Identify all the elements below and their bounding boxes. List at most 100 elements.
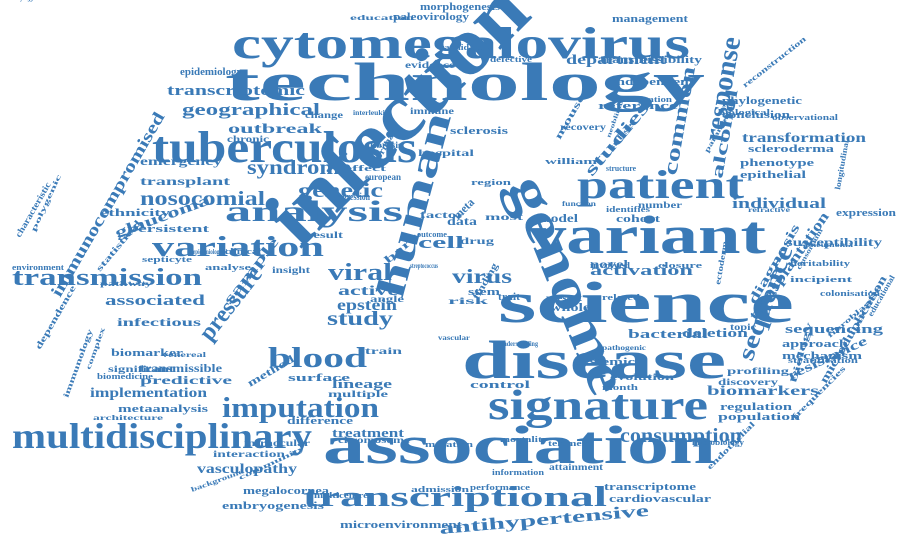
word-analyse: analyse — [205, 263, 252, 272]
word-heritability: heritability — [790, 259, 850, 268]
word-fibrosis: fibrosis — [370, 140, 403, 150]
word-sequencing: sequencing — [785, 321, 884, 336]
word-month: month — [602, 383, 639, 392]
word-attainment: attainment — [549, 462, 603, 472]
word-transmission: transmission — [12, 265, 202, 291]
word-microbiology: microbiology — [692, 438, 744, 447]
word-environment: environment — [12, 263, 64, 272]
word-patient: patient — [577, 162, 745, 207]
word-department: department — [566, 53, 666, 68]
word-outbreak: outbreak — [228, 122, 322, 137]
word-epidemiological: epidemiological — [193, 248, 227, 256]
word-information: information — [492, 468, 545, 477]
word-william: william — [545, 157, 598, 166]
word-identifies: identifies — [606, 205, 650, 214]
word-infectious: infectious — [117, 315, 202, 329]
word-surface: surface — [288, 373, 351, 384]
word-management: management — [612, 14, 689, 25]
word-epithelial: epithelial — [740, 169, 806, 181]
word-phylogenetic: phylogenetic — [722, 96, 803, 107]
word-transmissibility: transmissibility — [600, 55, 702, 66]
word-independent: independent — [612, 76, 694, 88]
word-biomedicine: biomedicine — [97, 372, 154, 381]
word-colonisation: colonisation — [820, 289, 881, 298]
word-most: most — [485, 212, 523, 222]
word-factor: factor — [420, 210, 464, 220]
word-consumption: consumption — [620, 425, 742, 447]
word-data: data — [447, 214, 477, 228]
word-underlying: underlying — [0, 0, 33, 2]
word-drug: drug — [460, 236, 495, 246]
word-activation: activation — [590, 263, 694, 279]
word-chromosome: chromosome — [338, 435, 410, 445]
word-population: population — [718, 411, 800, 423]
word-treatment: treatment — [332, 425, 405, 440]
word-risk: risk — [448, 296, 488, 306]
word-science: science — [498, 270, 794, 335]
word-evidence: evidence — [405, 60, 455, 70]
word-understanding: understanding — [500, 340, 538, 348]
word-related: related — [602, 293, 641, 302]
word-pneumonia: pneumonia — [805, 241, 854, 249]
word-topic: topic — [730, 322, 756, 332]
word-predictive: predictive — [140, 373, 233, 387]
word-study: study — [327, 308, 393, 330]
word-mutation: mutation — [425, 440, 474, 449]
word-migration: migration — [626, 95, 673, 104]
word-metaanalysis: metaanalysis — [118, 403, 209, 415]
word-strain: strain — [358, 346, 402, 356]
word-imputation: imputation — [222, 393, 380, 424]
word-structure: structure — [606, 164, 636, 173]
word-streptococcus: streptococcus — [410, 262, 438, 270]
word-morphogenesis: morphogenesis — [420, 2, 500, 13]
word-genetic: genetic — [298, 180, 383, 202]
word-defective: defective — [490, 55, 533, 64]
word-persistent: persistent — [127, 223, 210, 235]
word-number: number — [638, 200, 682, 210]
word-mortality: mortality — [500, 435, 548, 444]
word-sclerosis: sclerosis — [450, 126, 508, 137]
word-recovery: recovery — [560, 122, 607, 132]
word-stem: stem — [468, 286, 500, 298]
word-technology: technology — [225, 52, 705, 112]
word-cohort: cohort — [616, 213, 660, 225]
word-susceptibility: susceptibility — [786, 235, 882, 249]
word-cardiovascular: cardiovascular — [609, 494, 712, 505]
word-profiling: profiling — [727, 366, 790, 376]
word-epidemiology: epidemiology — [180, 67, 242, 78]
word-variability: variability — [0, 0, 32, 2]
word-evolution: evolution — [610, 372, 674, 382]
word-angle: angle — [370, 294, 404, 304]
word-variant: variant — [528, 205, 766, 265]
word-septicyte: septicyte — [142, 255, 193, 264]
word-biological: biological — [718, 108, 771, 117]
word-novel: novel — [590, 257, 629, 271]
word-chronic: chronic — [227, 134, 269, 144]
word-syndrome: syndrome — [247, 157, 351, 179]
word-analysis: analysis — [225, 195, 403, 228]
word-disease: disease — [462, 330, 726, 390]
word-discovery: discovery — [718, 377, 779, 387]
word-deletion: deletion — [682, 325, 749, 340]
word-incipient: incipient — [790, 275, 853, 284]
word-individual: individual — [732, 196, 826, 212]
word-reference: reference — [598, 101, 679, 112]
word-model: model — [538, 211, 579, 225]
word-conclusion: conclusion — [722, 110, 791, 121]
word-mechanism: mechanism — [782, 350, 862, 362]
word-control: control — [470, 380, 530, 391]
word-multiple: multiple — [328, 389, 388, 399]
word-scleroderma: scleroderma — [748, 143, 835, 155]
word-regulation: regulation — [720, 401, 792, 413]
word-association: association — [323, 415, 716, 475]
word-education: education — [350, 14, 414, 22]
word-biomarkers: biomarkers — [707, 384, 820, 399]
word-interleukin: interleukin — [353, 109, 389, 117]
word-emergency: emergency — [140, 154, 222, 168]
word-associated: associated — [105, 293, 206, 309]
word-variation: variation — [152, 232, 325, 263]
word-blood: blood — [268, 343, 368, 374]
word-megalocornea: megalocornea — [243, 485, 330, 497]
word-lineage: lineage — [332, 376, 392, 391]
